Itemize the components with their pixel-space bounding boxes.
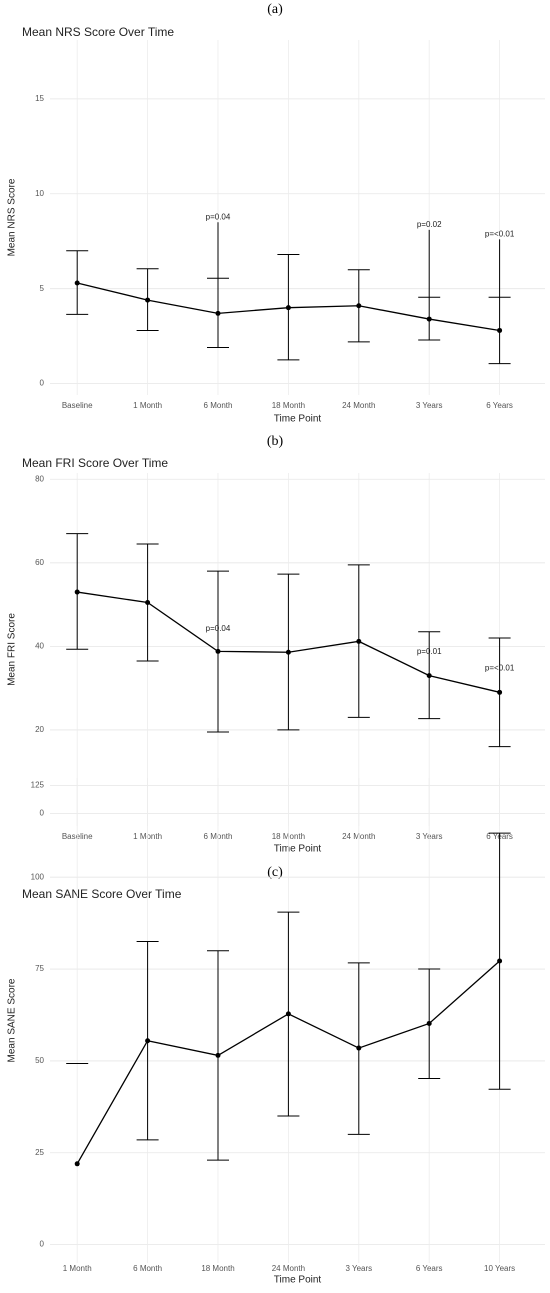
mean-point <box>497 689 503 695</box>
mean-point <box>426 316 432 322</box>
chart-title: Mean SANE Score Over Time <box>22 887 182 901</box>
annotation: p=0.04 <box>206 212 231 221</box>
mean-point <box>215 310 221 316</box>
mean-point <box>356 638 362 644</box>
mean-point <box>215 648 221 654</box>
y-tick-label: 0 <box>40 1240 45 1249</box>
x-tick-label: 18 Month <box>201 1264 234 1273</box>
mean-point <box>74 589 80 595</box>
annotation: p=<0.01 <box>485 664 515 673</box>
y-tick-label: 20 <box>35 725 44 734</box>
x-tick-label: 10 Years <box>484 1264 515 1273</box>
y-tick-label: 60 <box>35 558 44 567</box>
x-tick-label: 6 Years <box>416 1264 443 1273</box>
mean-point <box>426 673 432 679</box>
annotation: p=0.02 <box>417 220 442 229</box>
y-tick-label: 125 <box>31 780 45 789</box>
mean-point <box>145 600 151 606</box>
mean-point <box>285 649 291 655</box>
mean-point <box>426 1020 432 1026</box>
mean-point <box>356 1045 362 1051</box>
mean-point <box>356 303 362 309</box>
mean-point <box>145 297 151 303</box>
y-tick-label: 40 <box>35 641 44 650</box>
y-tick-label: 10 <box>35 189 44 198</box>
x-tick-label: 1 Month <box>133 401 162 410</box>
y-tick-label: 0 <box>40 809 45 818</box>
mean-point <box>145 1038 151 1044</box>
panel-label: (b) <box>267 434 284 449</box>
mean-point <box>497 327 503 333</box>
annotation: p=0.01 <box>417 647 442 656</box>
x-axis-title: Time Point <box>274 1275 322 1286</box>
x-tick-label: 1 Month <box>63 1264 92 1273</box>
y-tick-label: 100 <box>31 872 45 881</box>
x-axis-title: Time Point <box>274 414 322 425</box>
chart-title: Mean FRI Score Over Time <box>22 456 168 470</box>
y-tick-label: 15 <box>35 94 44 103</box>
mean-point <box>285 305 291 311</box>
mean-point <box>285 1011 291 1017</box>
mean-point <box>74 1161 80 1167</box>
y-axis-title: Mean FRI Score <box>7 613 18 686</box>
y-axis-title: Mean NRS Score <box>7 178 18 256</box>
x-tick-label: Baseline <box>62 401 93 410</box>
x-tick-label: 6 Month <box>133 1264 162 1273</box>
y-tick-label: 75 <box>35 964 44 973</box>
x-axis-title: Time Point <box>274 844 322 855</box>
y-tick-label: 0 <box>40 379 45 388</box>
x-tick-label: 3 Years <box>416 401 443 410</box>
mean-point <box>215 1052 221 1058</box>
y-tick-label: 80 <box>35 474 44 483</box>
mean-point <box>497 958 503 964</box>
x-tick-label: 24 Month <box>342 401 375 410</box>
y-tick-label: 50 <box>35 1056 44 1065</box>
x-tick-label: 6 Years <box>486 401 513 410</box>
panel-label: (c) <box>267 865 283 880</box>
panel-label: (a) <box>267 2 283 17</box>
y-axis-title: Mean SANE Score <box>7 978 18 1062</box>
annotation: p=0.04 <box>206 624 231 633</box>
x-tick-label: 6 Month <box>204 401 233 410</box>
mean-point <box>74 280 80 286</box>
annotation: p=<0.01 <box>485 229 515 238</box>
y-tick-label: 25 <box>35 1148 44 1157</box>
x-tick-label: 3 Years <box>345 1264 372 1273</box>
chart-title: Mean NRS Score Over Time <box>22 25 174 39</box>
y-tick-label: 5 <box>40 284 45 293</box>
x-tick-label: 18 Month <box>272 401 305 410</box>
x-tick-label: 24 Month <box>272 1264 305 1273</box>
